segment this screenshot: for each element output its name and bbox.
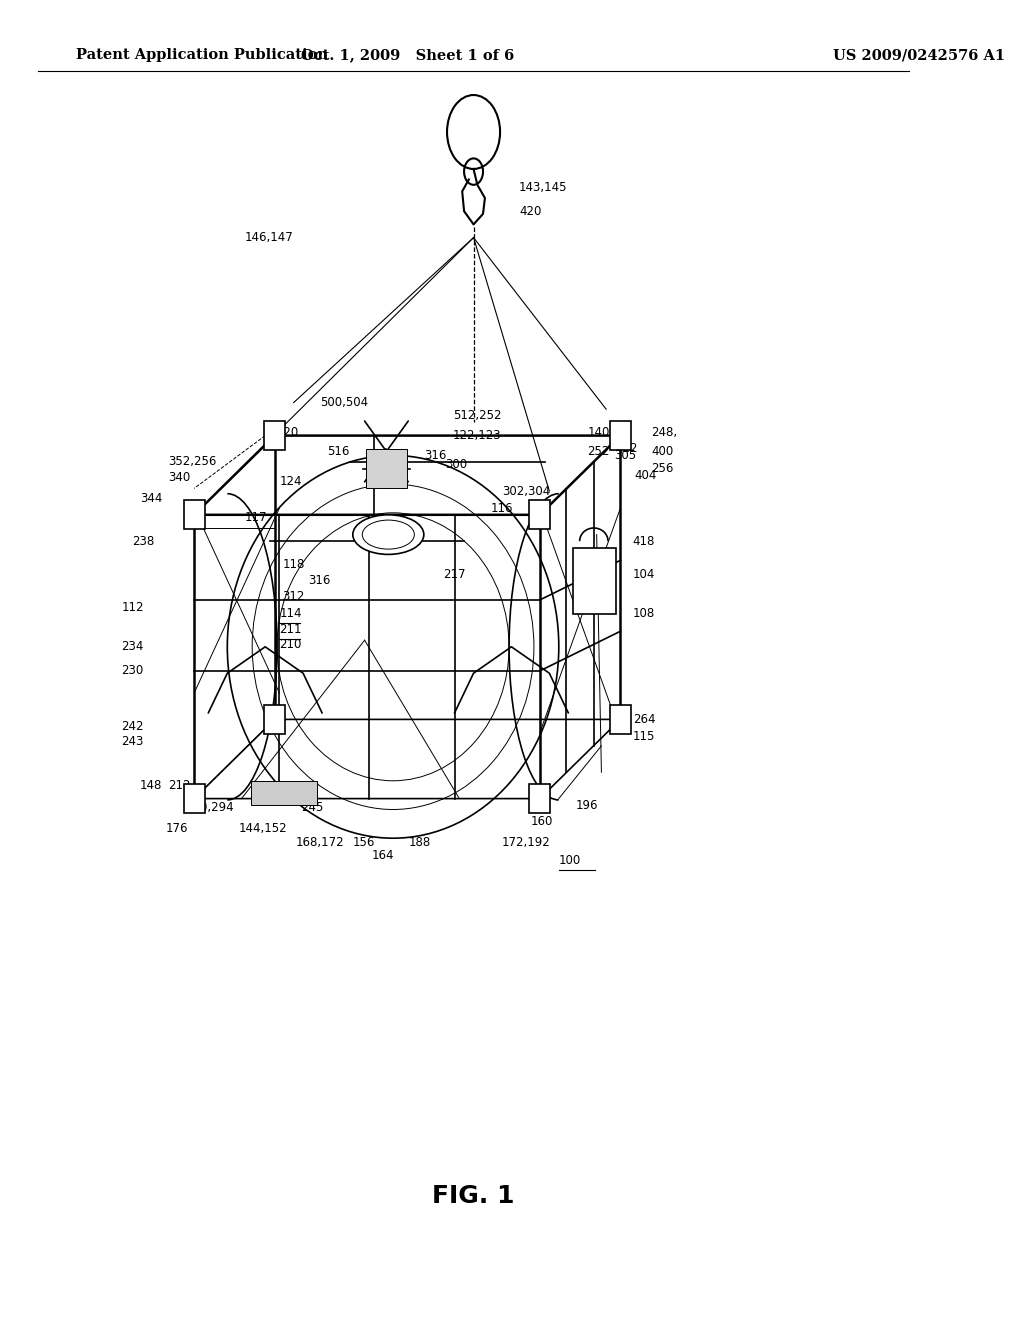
Text: 211: 211 [280, 623, 302, 636]
Text: US 2009/0242576 A1: US 2009/0242576 A1 [834, 49, 1006, 62]
Text: 256: 256 [651, 462, 674, 475]
Text: 400: 400 [651, 445, 674, 458]
Text: 104: 104 [633, 568, 655, 581]
Ellipse shape [353, 515, 424, 554]
Bar [366, 449, 408, 488]
Text: 160: 160 [530, 814, 553, 828]
Text: 114: 114 [280, 607, 302, 620]
Text: 320: 320 [276, 426, 299, 440]
Text: 302,304: 302,304 [502, 484, 550, 498]
Text: 404: 404 [635, 469, 657, 482]
Text: FIG. 1: FIG. 1 [432, 1184, 515, 1208]
Text: 148: 148 [140, 779, 163, 792]
Text: 168,172: 168,172 [296, 836, 344, 849]
Text: 100: 100 [559, 854, 581, 867]
Text: 500,504: 500,504 [321, 396, 369, 409]
Text: Oct. 1, 2009   Sheet 1 of 6: Oct. 1, 2009 Sheet 1 of 6 [301, 49, 514, 62]
Text: 242: 242 [121, 719, 143, 733]
Text: 116: 116 [490, 502, 513, 515]
Text: 176: 176 [166, 822, 188, 836]
Text: 172,192: 172,192 [502, 836, 551, 849]
Text: 420: 420 [519, 205, 542, 218]
Text: 230: 230 [121, 664, 143, 677]
Bar [529, 784, 550, 813]
Bar [529, 500, 550, 529]
Text: 141,142: 141,142 [450, 132, 498, 145]
Text: 316: 316 [424, 449, 446, 462]
Text: 210: 210 [280, 638, 302, 651]
Bar [251, 781, 317, 805]
Text: 344: 344 [140, 492, 163, 506]
Text: 164: 164 [372, 849, 394, 862]
Text: 196: 196 [575, 799, 598, 812]
Text: 512,252: 512,252 [453, 409, 501, 422]
Text: 143,145: 143,145 [519, 181, 567, 194]
Bar [183, 500, 205, 529]
Text: 243: 243 [121, 735, 143, 748]
Text: 212: 212 [169, 779, 191, 792]
Text: 508: 508 [377, 451, 399, 465]
Circle shape [447, 95, 500, 169]
Bar [610, 705, 631, 734]
Text: 252: 252 [587, 445, 609, 458]
Text: Patent Application Publication: Patent Application Publication [76, 49, 328, 62]
Text: 418: 418 [633, 535, 655, 548]
Text: 188: 188 [410, 836, 431, 849]
Text: 264: 264 [633, 713, 655, 726]
Text: 118: 118 [283, 558, 304, 572]
Text: 124: 124 [280, 475, 302, 488]
Bar [610, 421, 631, 450]
Text: 117: 117 [245, 511, 267, 524]
Text: 122,123: 122,123 [453, 429, 502, 442]
Text: 115: 115 [633, 730, 655, 743]
Text: 120: 120 [365, 515, 387, 528]
Text: 234: 234 [121, 640, 143, 653]
Text: 140: 140 [587, 426, 609, 440]
Text: 298: 298 [254, 788, 276, 801]
Text: 112: 112 [121, 601, 143, 614]
Bar [573, 548, 615, 614]
Text: 305: 305 [613, 449, 636, 462]
Text: 238: 238 [132, 535, 155, 548]
Text: 300: 300 [445, 458, 467, 471]
Text: 290,294: 290,294 [184, 801, 233, 814]
Text: 516: 516 [327, 445, 349, 458]
Text: 245: 245 [301, 801, 324, 814]
Text: 352,256: 352,256 [169, 455, 217, 469]
Text: 146,147: 146,147 [245, 231, 293, 244]
Text: 412: 412 [615, 442, 638, 455]
Bar [183, 784, 205, 813]
Text: 340: 340 [169, 471, 190, 484]
Text: 316: 316 [308, 574, 330, 587]
Text: 248,: 248, [651, 426, 678, 440]
Text: 156: 156 [352, 836, 375, 849]
Text: 312: 312 [283, 590, 304, 603]
Bar [264, 705, 285, 734]
Text: 144,152: 144,152 [239, 822, 288, 836]
Text: 217: 217 [443, 568, 466, 581]
Text: 108: 108 [633, 607, 655, 620]
Bar [264, 421, 285, 450]
